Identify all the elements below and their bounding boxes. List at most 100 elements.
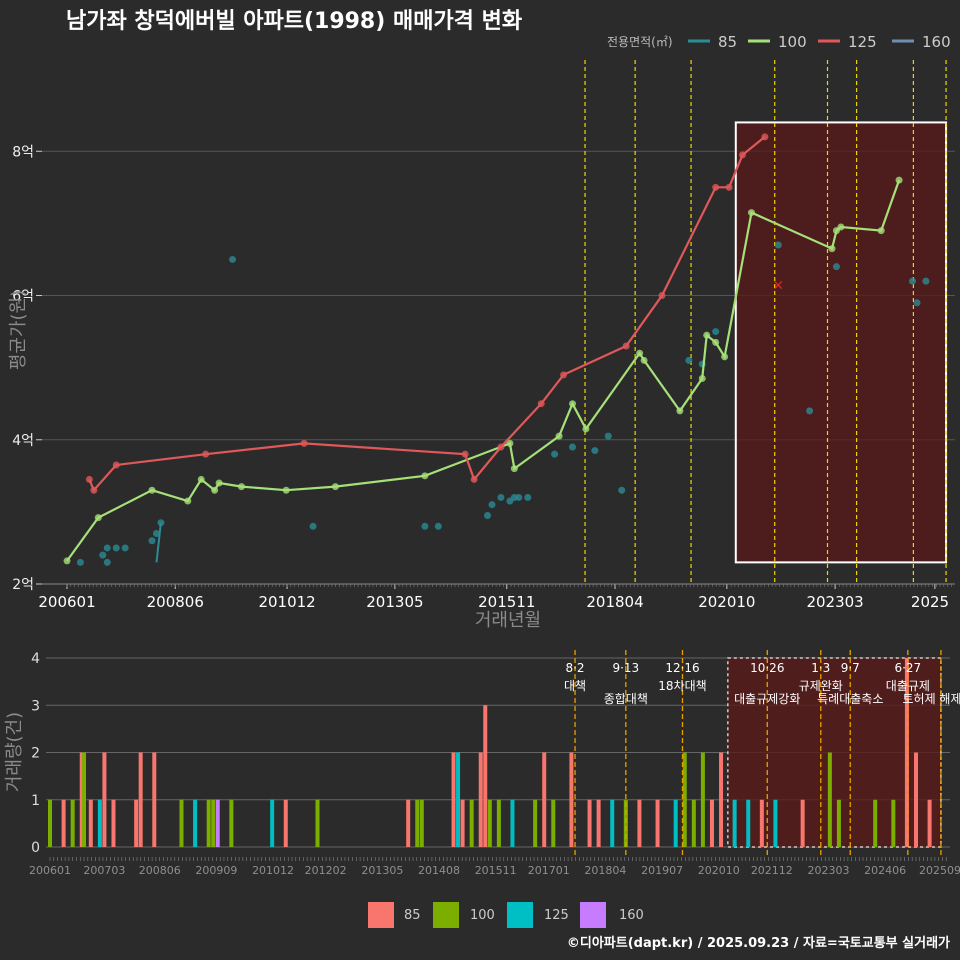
bar-legend-key-85 bbox=[368, 902, 394, 928]
data-point-85 bbox=[909, 277, 917, 285]
bar-x-tick-label: 202406 bbox=[864, 864, 906, 877]
legend-label-85: 85 bbox=[718, 33, 737, 51]
event-date-label: 1·3 bbox=[811, 661, 830, 675]
data-point-100 bbox=[747, 209, 755, 217]
data-point-125 bbox=[537, 400, 545, 408]
data-point-85 bbox=[774, 241, 782, 249]
volume-bar bbox=[460, 799, 465, 847]
bar-y-axis-title: 거래량(건) bbox=[4, 712, 25, 792]
volume-bar bbox=[315, 799, 320, 847]
volume-bar bbox=[596, 799, 601, 847]
data-point-100 bbox=[506, 439, 514, 447]
volume-bar bbox=[469, 799, 474, 847]
footer-credit: ©디아파트(dapt.kr) / 2025.09.23 / 자료=국토교통부 실… bbox=[567, 935, 950, 951]
volume-bar bbox=[700, 752, 705, 847]
volume-bar bbox=[70, 799, 75, 847]
event-name-label: 대출규제강화 bbox=[734, 692, 800, 706]
event-date-label: 9·7 bbox=[841, 661, 860, 675]
x-tick-label: 202010 bbox=[698, 593, 755, 611]
volume-bar bbox=[456, 752, 461, 847]
data-point-85 bbox=[434, 522, 442, 530]
bar-legend-label-85: 85 bbox=[404, 908, 421, 923]
bar-y-tick-label: 4 bbox=[31, 651, 40, 667]
data-point-100 bbox=[510, 465, 518, 473]
data-point-85 bbox=[229, 255, 237, 263]
data-point-125 bbox=[622, 342, 630, 350]
bar-legend-label-125: 125 bbox=[544, 908, 569, 923]
volume-bar bbox=[97, 799, 102, 847]
volume-bar bbox=[551, 799, 556, 847]
highlight-region bbox=[734, 121, 948, 564]
data-point-85 bbox=[484, 511, 492, 519]
volume-bar bbox=[134, 799, 139, 847]
volume-bar bbox=[211, 799, 216, 847]
volume-bar bbox=[709, 799, 714, 847]
data-point-85 bbox=[103, 558, 111, 566]
data-point-125 bbox=[461, 450, 469, 458]
data-point-85 bbox=[152, 530, 160, 538]
volume-bar bbox=[478, 752, 483, 847]
data-point-85 bbox=[421, 522, 429, 530]
bar-y-tick-label: 0 bbox=[31, 840, 40, 856]
event-date-label: 9·13 bbox=[612, 661, 639, 675]
data-point-125 bbox=[300, 439, 308, 447]
data-point-100 bbox=[555, 432, 563, 440]
y-tick-label: 6억 bbox=[12, 289, 34, 305]
data-point-85 bbox=[76, 558, 84, 566]
bar-y-tick-label: 1 bbox=[31, 793, 40, 809]
y-tick-label: 2억 bbox=[12, 577, 34, 593]
bar-legend-key-100 bbox=[433, 902, 459, 928]
data-point-85 bbox=[112, 544, 120, 552]
volume-bar bbox=[732, 799, 737, 847]
event-name-label: 규제완화 bbox=[799, 679, 843, 693]
bar-y-tick-label: 3 bbox=[31, 698, 40, 714]
data-point-85 bbox=[806, 407, 814, 415]
data-point-85 bbox=[99, 551, 107, 559]
volume-bar bbox=[759, 799, 764, 847]
data-point-125 bbox=[658, 292, 666, 300]
data-point-85 bbox=[569, 443, 577, 451]
bar-x-tick-label: 202303 bbox=[807, 864, 849, 877]
volume-bar bbox=[193, 799, 198, 847]
volume-bar bbox=[206, 799, 211, 847]
volume-bar bbox=[891, 799, 896, 847]
y-tick-label: 8억 bbox=[12, 144, 34, 160]
bar-x-tick-label: 200703 bbox=[83, 864, 125, 877]
legend-label-125: 125 bbox=[848, 33, 877, 51]
volume-bar bbox=[102, 752, 107, 847]
event-date-label: 8·2 bbox=[565, 661, 584, 675]
volume-bar bbox=[610, 799, 615, 847]
volume-bar bbox=[419, 799, 424, 847]
bar-x-tick-label: 201202 bbox=[305, 864, 347, 877]
data-point-100 bbox=[184, 497, 192, 505]
data-point-100 bbox=[569, 400, 577, 408]
data-point-85 bbox=[551, 450, 559, 458]
series-line-85 bbox=[155, 522, 162, 563]
data-point-125 bbox=[202, 450, 210, 458]
y-tick-label: 4억 bbox=[12, 433, 34, 449]
volume-bar bbox=[623, 799, 628, 847]
x-tick-label: 201804 bbox=[586, 593, 643, 611]
data-point-125 bbox=[712, 183, 720, 191]
data-point-100 bbox=[211, 486, 219, 494]
data-point-100 bbox=[640, 356, 648, 364]
volume-bar bbox=[773, 799, 778, 847]
data-point-100 bbox=[94, 514, 102, 522]
data-point-100 bbox=[148, 486, 156, 494]
data-point-85 bbox=[488, 501, 496, 509]
event-date-label: 12·16 bbox=[665, 661, 699, 675]
volume-bar bbox=[655, 799, 660, 847]
x-tick-label: 201511 bbox=[478, 593, 535, 611]
bar-x-tick-label: 200909 bbox=[195, 864, 237, 877]
data-point-85 bbox=[524, 493, 532, 501]
volume-bar bbox=[496, 799, 501, 847]
volume-bar bbox=[138, 752, 143, 847]
volume-bar bbox=[510, 799, 515, 847]
bar-x-tick-label: 201305 bbox=[361, 864, 403, 877]
data-point-100 bbox=[895, 176, 903, 184]
volume-bar bbox=[111, 799, 116, 847]
chart-title: 남가좌 창덕에버빌 아파트(1998) 매매가격 변화 bbox=[66, 9, 522, 34]
bar-legend-key-160 bbox=[580, 902, 606, 928]
data-point-100 bbox=[676, 407, 684, 415]
volume-bar bbox=[927, 799, 932, 847]
